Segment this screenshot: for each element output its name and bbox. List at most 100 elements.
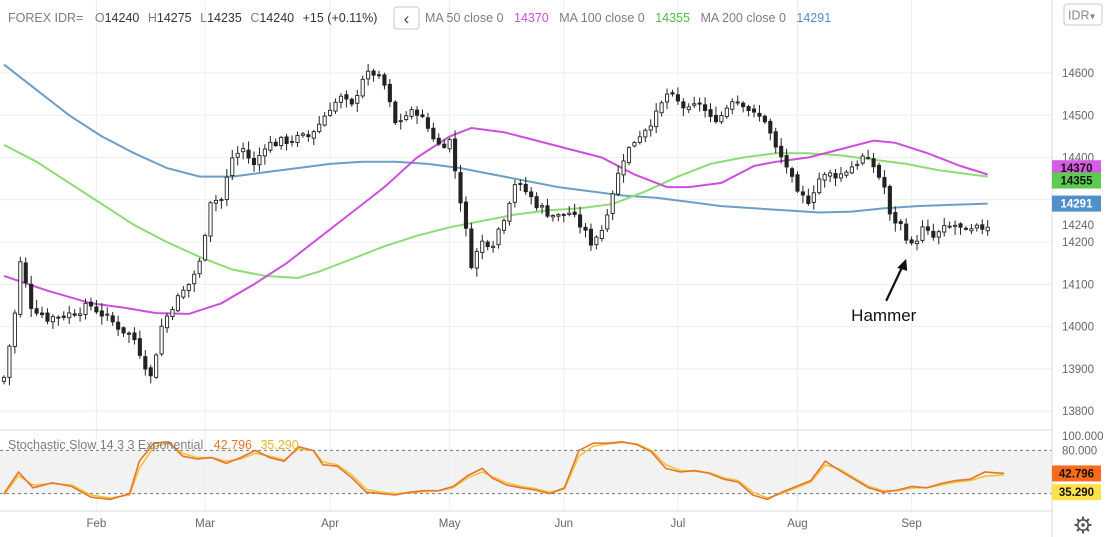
candle: [213, 194, 219, 212]
candle: [534, 192, 539, 211]
candle: [876, 162, 882, 180]
candle: [306, 130, 311, 142]
candle: [583, 223, 588, 238]
candle: [143, 349, 148, 376]
candle: [735, 95, 740, 106]
candle: [197, 257, 202, 278]
month-tick-label: Sep: [901, 518, 921, 530]
svg-text:14370: 14370: [1061, 163, 1093, 175]
candle: [751, 104, 757, 118]
ma50-price-badge: 14370: [1052, 160, 1101, 177]
candle: [317, 116, 322, 134]
candle: [746, 104, 751, 117]
candle: [414, 106, 420, 124]
currency-button[interactable]: IDR ▾: [1063, 3, 1103, 26]
candle: [697, 97, 702, 112]
candle: [88, 297, 94, 311]
annotation-arrow: [885, 264, 905, 302]
candle: [12, 309, 17, 354]
candle: [175, 293, 180, 313]
currency-button-frame: [1063, 3, 1103, 26]
candle: [817, 172, 822, 195]
month-tick-label: Aug: [787, 518, 807, 530]
candle: [773, 127, 778, 154]
ma50-line: [3, 126, 988, 315]
ma200-price-badge: 14291: [1052, 195, 1101, 212]
collapse-legend-button[interactable]: ‹: [393, 6, 420, 30]
candle: [762, 114, 767, 125]
price-tick-label: 13800: [1062, 406, 1094, 418]
low-label: L: [200, 11, 207, 25]
candle: [387, 79, 392, 107]
candle: [969, 223, 974, 235]
candle: [23, 257, 28, 288]
price-tick-label: 14500: [1062, 110, 1094, 122]
svg-text:14355: 14355: [1061, 176, 1094, 188]
candle: [784, 148, 789, 174]
candle: [860, 153, 865, 166]
stochastic-d-badge: 35.290: [1052, 484, 1101, 501]
candle: [654, 103, 659, 134]
candle: [713, 106, 719, 124]
ma50-value: 14370: [514, 11, 549, 25]
candle: [126, 331, 132, 344]
candle: [29, 275, 34, 318]
candle: [376, 70, 382, 79]
candle: [914, 235, 920, 251]
candle: [518, 179, 523, 191]
candle: [898, 218, 903, 231]
month-tick-label: Mar: [195, 518, 215, 530]
candle: [963, 226, 969, 231]
price-tick-label: 14100: [1062, 279, 1094, 291]
candle: [621, 154, 626, 183]
candle: [404, 111, 409, 122]
candle: [208, 201, 213, 242]
candle: [670, 89, 675, 97]
candle: [137, 330, 142, 359]
candle: [251, 151, 257, 172]
candle: [811, 185, 816, 210]
candle: [72, 309, 77, 318]
candle: [507, 201, 512, 226]
candle: [942, 217, 947, 237]
candle: [398, 113, 403, 130]
stochastic-tick-label: 100.000: [1062, 431, 1104, 443]
candle: [550, 214, 555, 222]
stochastic-label: Stochastic Slow 14 3 3 Exponential: [8, 438, 203, 452]
ma100-line: [3, 144, 988, 280]
candle: [186, 283, 191, 298]
stochastic-grid: [0, 449, 1052, 495]
candle: [594, 235, 599, 250]
candle: [436, 133, 441, 147]
candle: [887, 184, 892, 221]
candle: [757, 105, 762, 122]
candle: [268, 135, 273, 153]
candle: [480, 234, 485, 260]
candle: [675, 87, 680, 105]
price-tick-label: 14200: [1062, 237, 1094, 249]
candle: [159, 318, 164, 357]
candle: [50, 314, 55, 329]
candle: [219, 197, 224, 209]
candle: [94, 299, 99, 315]
candle: [572, 203, 577, 218]
candle: [556, 213, 561, 222]
candle: [882, 170, 887, 195]
candle: [708, 103, 713, 123]
settings-button[interactable]: [1074, 516, 1092, 534]
candle: [806, 188, 811, 206]
candle: [529, 187, 534, 205]
candle: [45, 308, 50, 325]
candle: [431, 122, 436, 142]
candle: [463, 196, 469, 237]
stochastic-d-line: [3, 441, 1005, 499]
candle: [496, 227, 501, 249]
candle: [828, 170, 833, 183]
candle: [273, 138, 278, 147]
candle: [164, 312, 170, 333]
candle: [512, 179, 517, 208]
candle: [692, 96, 697, 109]
candle: [289, 135, 295, 147]
candle: [203, 233, 208, 262]
